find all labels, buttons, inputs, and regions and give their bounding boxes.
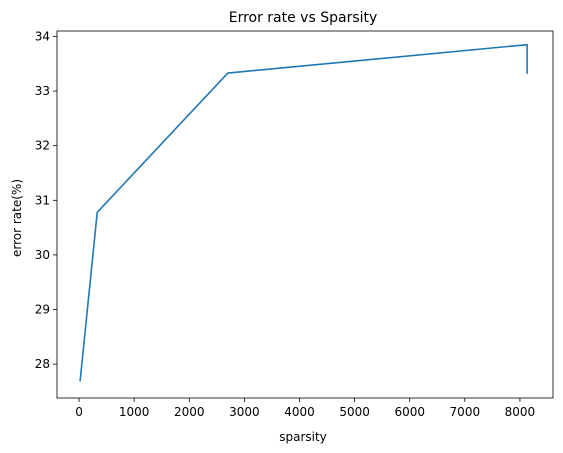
y-tick-label: 31: [35, 193, 50, 207]
x-axis-label: sparsity: [279, 430, 327, 444]
y-tick-label: 28: [35, 357, 50, 371]
x-tick-label: 7000: [450, 405, 481, 419]
y-axis-label: error rate(%): [10, 179, 24, 257]
x-tick-label: 2000: [174, 405, 205, 419]
y-tick-label: 34: [35, 29, 50, 43]
y-tick-label: 33: [35, 84, 50, 98]
x-tick-label: 1000: [119, 405, 150, 419]
plot-area: [56, 30, 554, 399]
chart-title: Error rate vs Sparsity: [229, 10, 378, 26]
y-tick-label: 29: [35, 303, 50, 317]
x-axis: 0 1000 2000 3000 4000 5000 6000 7000 8000: [75, 398, 535, 419]
axes-frame: [56, 30, 554, 399]
series-layer: [79, 43, 528, 382]
x-tick-label: 4000: [284, 405, 315, 419]
x-tick-label: 5000: [339, 405, 370, 419]
y-axis: 28 29 30 31 32 33 34: [35, 29, 57, 371]
x-tick-label: 8000: [505, 405, 536, 419]
y-tick-label: 30: [35, 248, 50, 262]
x-tick-label: 0: [75, 405, 83, 419]
series-line-0: [79, 43, 528, 382]
x-tick-label: 6000: [394, 405, 425, 419]
y-tick-label: 32: [35, 139, 50, 153]
x-tick-label: 3000: [229, 405, 260, 419]
